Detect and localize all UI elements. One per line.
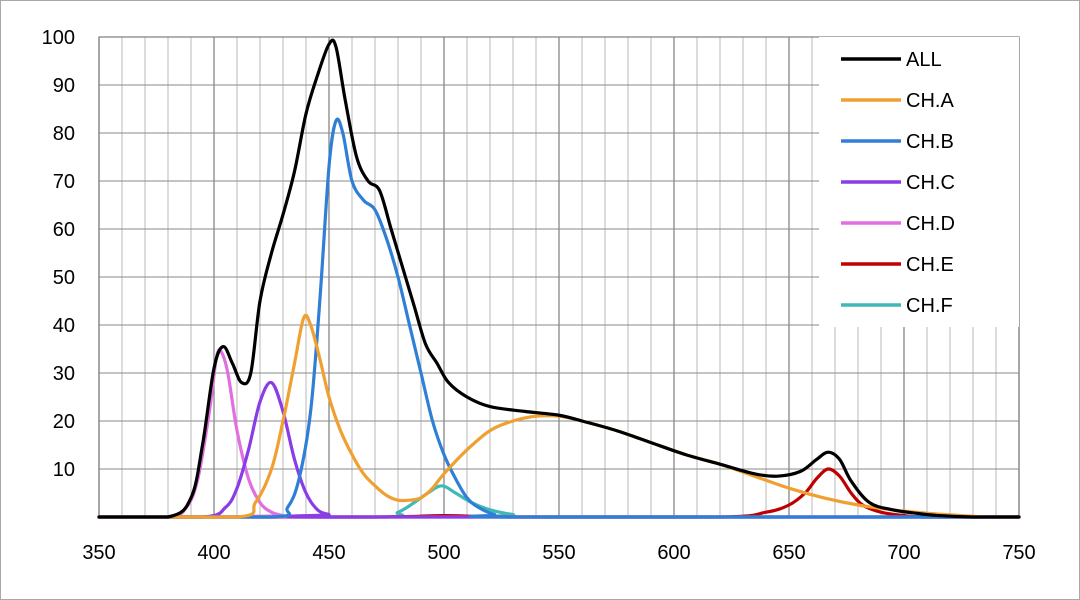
x-tick-label: 650 (772, 542, 805, 564)
series-line-ch-c (97, 380, 1021, 519)
y-tick-label: 80 (53, 123, 75, 145)
legend-label-ch-e: CH.E (906, 254, 954, 276)
y-tick-label: 100 (42, 27, 75, 49)
x-tick-label: 600 (657, 542, 690, 564)
y-tick-label: 60 (53, 219, 75, 241)
series-line-all (97, 38, 1021, 519)
x-tick-label: 400 (197, 542, 230, 564)
y-tick-label: 10 (53, 459, 75, 481)
legend-label-ch-a: CH.A (906, 90, 954, 112)
y-tick-label: 90 (53, 75, 75, 97)
y-tick-label: 40 (53, 315, 75, 337)
legend-label-all: ALL (906, 49, 942, 71)
x-tick-label: 350 (82, 542, 115, 564)
legend-label-ch-f: CH.F (906, 295, 953, 317)
series-line-ch-b (97, 117, 1021, 519)
series-lines (97, 38, 1021, 519)
legend-label-ch-d: CH.D (906, 213, 955, 235)
axes: 350 400 450 500 550 600 650 700 750 10 20 30 40 50 60 7… (42, 27, 1036, 564)
x-tick-label: 450 (312, 542, 345, 564)
legend: ALL CH.A CH.B CH.C CH.D CH.E CH.F (819, 37, 1019, 327)
y-tick-label: 70 (53, 171, 75, 193)
y-tick-label: 50 (53, 267, 75, 289)
x-tick-label: 550 (542, 542, 575, 564)
y-tick-label: 30 (53, 363, 75, 385)
x-tick-label: 700 (887, 542, 920, 564)
y-tick-label: 20 (53, 411, 75, 433)
series-line-ch-a (97, 313, 1021, 519)
x-tick-label: 500 (427, 542, 460, 564)
legend-label-ch-c: CH.C (906, 172, 955, 194)
legend-label-ch-b: CH.B (906, 131, 954, 153)
x-tick-label: 750 (1002, 542, 1035, 564)
